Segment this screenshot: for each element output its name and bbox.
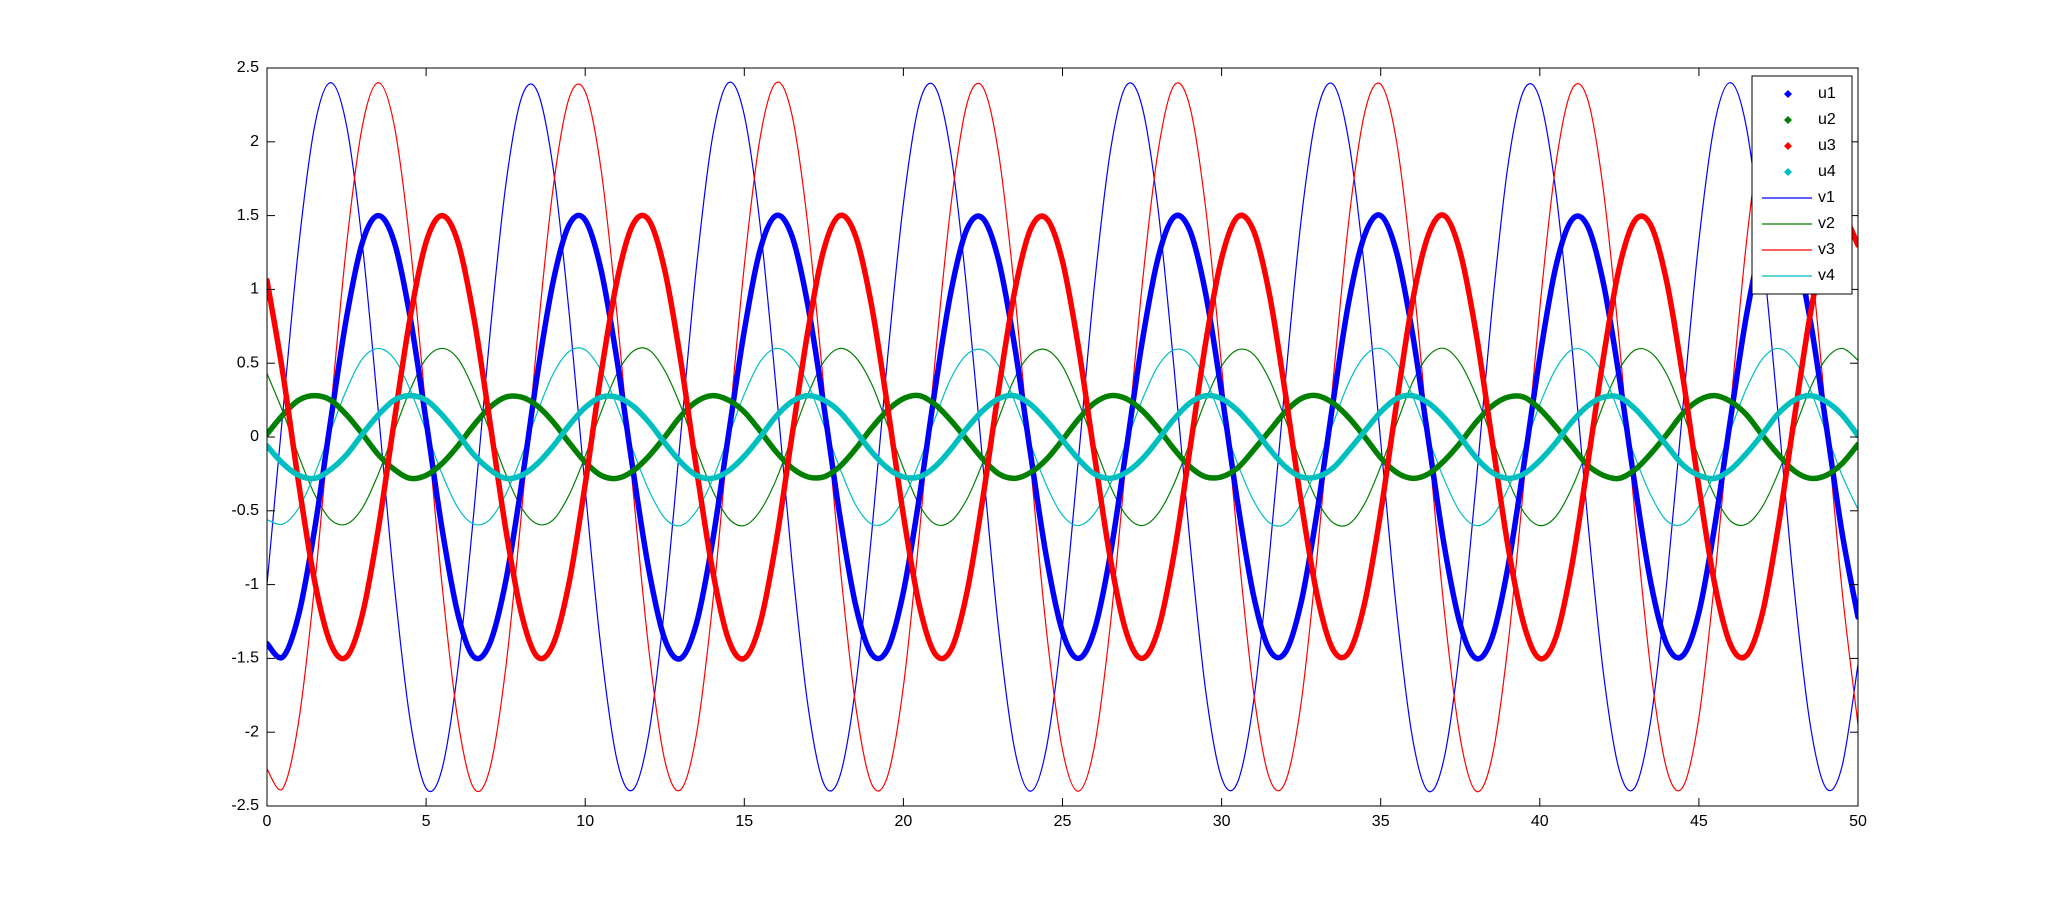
legend-label: v4 bbox=[1818, 267, 1835, 284]
x-tick-label: 20 bbox=[895, 813, 913, 830]
legend-marker bbox=[1784, 116, 1792, 124]
x-tick-label: 5 bbox=[422, 813, 431, 830]
y-tick-label: 2.5 bbox=[237, 59, 259, 76]
legend-marker bbox=[1784, 142, 1792, 150]
y-tick-label: -1 bbox=[245, 576, 259, 593]
y-tick-label: -0.5 bbox=[231, 502, 259, 519]
plot-area bbox=[267, 81, 1858, 793]
x-tick-label: 10 bbox=[576, 813, 594, 830]
x-tick-label: 45 bbox=[1690, 813, 1708, 830]
legend-marker bbox=[1784, 168, 1792, 176]
x-tick-label: 30 bbox=[1213, 813, 1231, 830]
legend: u1 u2 u3 u4 v1 v2 v3 v4 bbox=[1751, 75, 1853, 295]
legend-box bbox=[1751, 75, 1853, 295]
x-tick-label: 25 bbox=[1054, 813, 1072, 830]
y-tick-label: 0.5 bbox=[237, 354, 259, 371]
legend-label: v3 bbox=[1818, 241, 1835, 258]
series-line bbox=[267, 392, 1858, 482]
y-tick-label: -2 bbox=[245, 723, 259, 740]
legend-label: u4 bbox=[1818, 163, 1836, 180]
y-tick-label: 1 bbox=[250, 281, 259, 298]
x-tick-label: 35 bbox=[1372, 813, 1390, 830]
legend-label: u2 bbox=[1818, 111, 1836, 128]
y-tick-label: -1.5 bbox=[231, 650, 259, 667]
legend-label: u1 bbox=[1818, 85, 1836, 102]
y-tick-label: -2.5 bbox=[231, 797, 259, 814]
legend-label: v2 bbox=[1818, 215, 1835, 232]
y-tick-label: 0 bbox=[250, 428, 259, 445]
legend-label: v1 bbox=[1818, 189, 1835, 206]
legend-label: u3 bbox=[1818, 137, 1836, 154]
x-tick-label: 50 bbox=[1849, 813, 1867, 830]
series-line bbox=[267, 81, 1858, 793]
x-tick-label: 40 bbox=[1531, 813, 1549, 830]
y-tick-label: 2 bbox=[250, 133, 259, 150]
series-line bbox=[267, 212, 1858, 662]
x-tick-label: 0 bbox=[263, 813, 272, 830]
y-tick-label: 1.5 bbox=[237, 207, 259, 224]
legend-marker bbox=[1784, 90, 1792, 98]
x-tick-label: 15 bbox=[735, 813, 753, 830]
